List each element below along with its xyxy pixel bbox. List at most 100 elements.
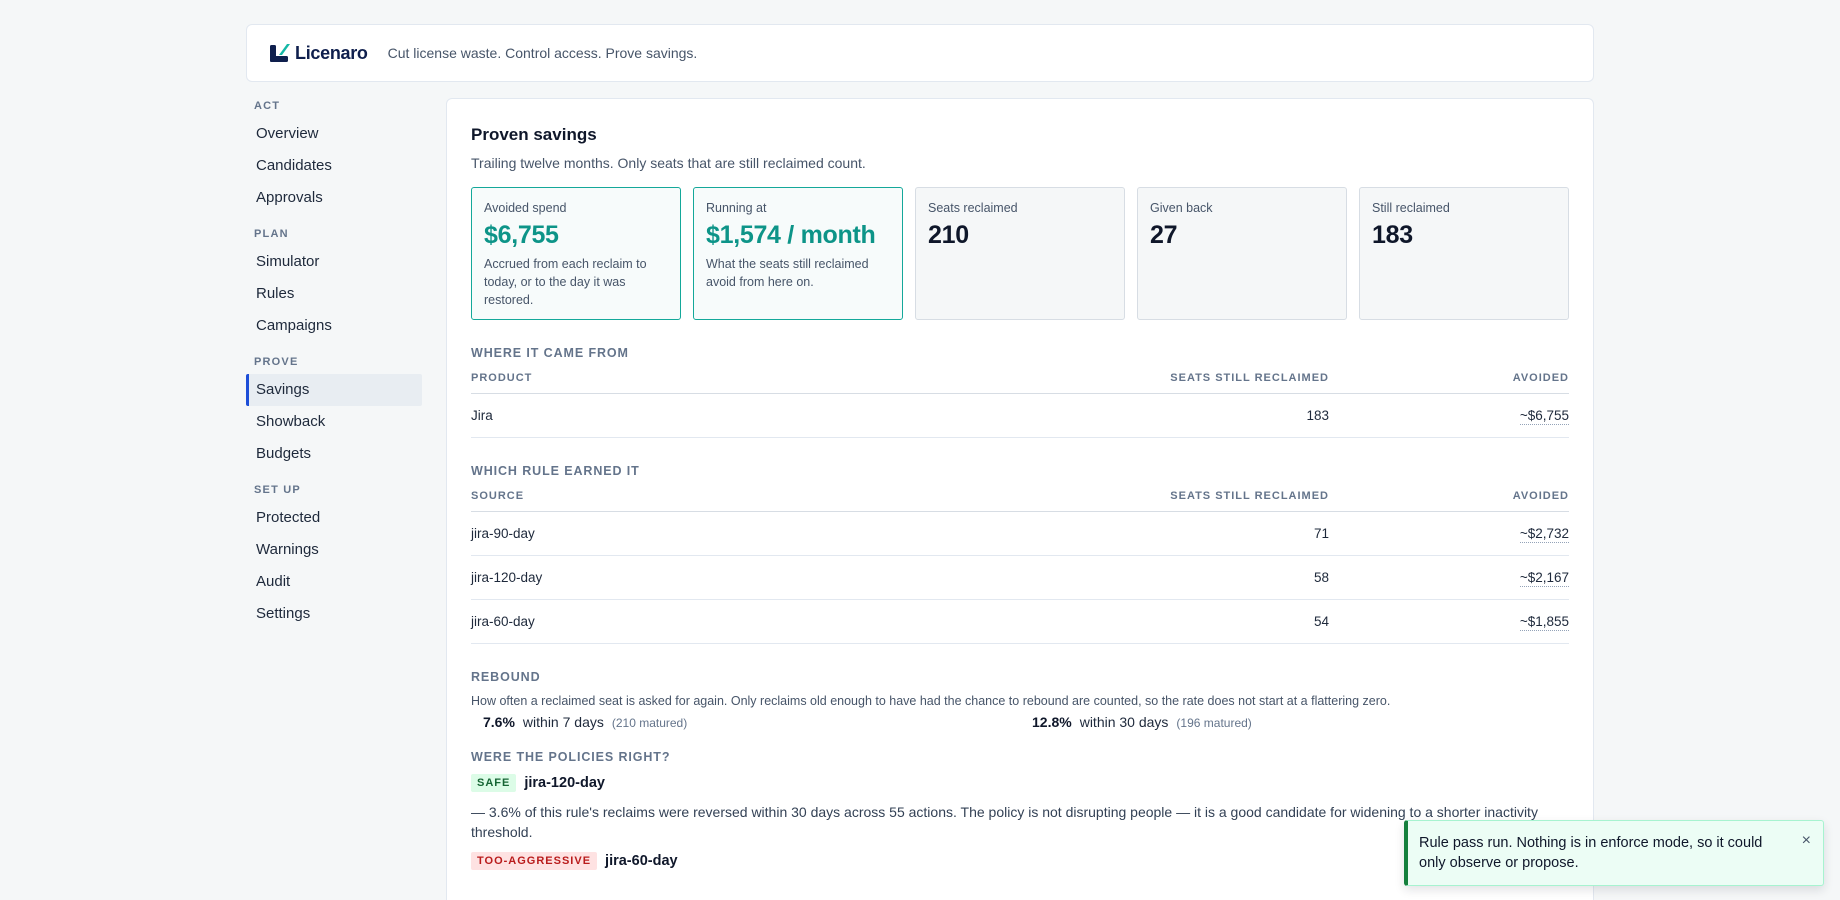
rule-name: jira-90-day: [471, 511, 1129, 556]
status-badge-too-aggressive: TOO-AGGRESSIVE: [471, 852, 598, 870]
top-bar: Licenaro Cut license waste. Control acce…: [246, 24, 1594, 82]
card-label: Still reclaimed: [1372, 201, 1450, 215]
card-label: Running at: [706, 201, 767, 215]
sidebar-item-candidates[interactable]: Candidates: [256, 157, 332, 174]
card-label: Seats reclaimed: [928, 201, 1018, 215]
rebound-window: within 7 days: [522, 714, 604, 730]
avoided-cell: ~$6,755: [1329, 393, 1569, 438]
section-title-rebound: REBOUND: [471, 670, 541, 684]
sidebar-item-simulator[interactable]: Simulator: [256, 253, 320, 270]
avoided-value[interactable]: ~$2,732: [1519, 526, 1569, 543]
page-title: Proven savings: [471, 125, 597, 144]
avoided-value[interactable]: ~$1,855: [1519, 614, 1569, 631]
nav-section-act: ACT: [254, 100, 281, 112]
column-header-avoided: AVOIDED: [1329, 372, 1569, 394]
table-header-row: PRODUCT SEATS STILL RECLAIMED AVOIDED: [471, 372, 1569, 394]
card-label: Avoided spend: [484, 201, 567, 215]
card-value: $1,574 / month: [706, 221, 876, 249]
nav-section-plan: PLAN: [254, 228, 289, 240]
rule-table: SOURCE SEATS STILL RECLAIMED AVOIDED jir…: [471, 490, 1569, 644]
column-header-product: PRODUCT: [471, 372, 1129, 394]
rebound-stat-7d: 7.6% within 7 days (210 matured): [471, 714, 1020, 730]
table-row: jira-120-day 58 ~$2,167: [471, 555, 1569, 600]
table-row: jira-90-day 71 ~$2,732: [471, 511, 1569, 556]
seats-value: 54: [1129, 599, 1329, 644]
rebound-window: within 30 days: [1079, 714, 1169, 730]
rebound-description: How often a reclaimed seat is asked for …: [471, 694, 1391, 708]
brand-name: Licenaro: [295, 42, 368, 63]
sidebar-nav: ACT Overview Candidates Approvals PLAN S…: [246, 96, 422, 630]
column-header-source: SOURCE: [471, 490, 1129, 512]
section-title-where: WHERE IT CAME FROM: [471, 346, 629, 360]
licenaro-logo-icon: [270, 44, 290, 62]
card-running-at: Running at $1,574 / month What the seats…: [693, 187, 903, 320]
avoided-value[interactable]: ~$2,167: [1519, 570, 1569, 587]
column-header-avoided: AVOIDED: [1329, 490, 1569, 512]
sidebar-item-showback[interactable]: Showback: [256, 413, 326, 430]
rule-name: jira-120-day: [471, 555, 1129, 600]
rebound-matured: (196 matured): [1176, 716, 1252, 730]
rule-name: jira-60-day: [471, 599, 1129, 644]
product-table: PRODUCT SEATS STILL RECLAIMED AVOIDED Ji…: [471, 372, 1569, 438]
rebound-stat-30d: 12.8% within 30 days (196 matured): [1020, 714, 1569, 730]
section-title-rules: WHICH RULE EARNED IT: [471, 464, 640, 478]
sidebar-item-overview[interactable]: Overview: [256, 125, 319, 142]
notification-toast: Rule pass run. Nothing is in enforce mod…: [1404, 820, 1824, 886]
table-header-row: SOURCE SEATS STILL RECLAIMED AVOIDED: [471, 490, 1569, 512]
card-label: Given back: [1150, 201, 1213, 215]
card-value: 27: [1150, 221, 1178, 249]
sidebar-item-approvals[interactable]: Approvals: [256, 189, 323, 206]
close-icon[interactable]: ×: [1801, 832, 1811, 849]
rebound-stats: 7.6% within 7 days (210 matured) 12.8% w…: [471, 714, 1569, 730]
sidebar-item-campaigns[interactable]: Campaigns: [256, 317, 332, 334]
sidebar-item-savings[interactable]: Savings: [246, 374, 422, 406]
toast-message: Rule pass run. Nothing is in enforce mod…: [1419, 835, 1763, 871]
policy-header: TOO-AGGRESSIVE jira-60-day: [471, 852, 1569, 870]
policy-name: jira-120-day: [524, 775, 605, 791]
card-value: 210: [928, 221, 969, 249]
card-value: $6,755: [484, 221, 559, 249]
column-header-seats: SEATS STILL RECLAIMED: [1129, 490, 1329, 512]
brand-tagline: Cut license waste. Control access. Prove…: [387, 45, 698, 61]
nav-section-setup: SET UP: [254, 484, 301, 496]
sidebar-item-audit[interactable]: Audit: [256, 573, 291, 590]
policy-text: — 3.6% of this rule's reclaims were reve…: [471, 804, 1538, 840]
brand-logo[interactable]: Licenaro: [269, 42, 368, 64]
summary-cards: Avoided spend $6,755 Accrued from each r…: [471, 187, 1569, 320]
savings-panel: Proven savings Trailing twelve months. O…: [446, 98, 1594, 900]
column-header-seats: SEATS STILL RECLAIMED: [1129, 372, 1329, 394]
status-badge-safe: SAFE: [471, 774, 517, 792]
table-row: Jira 183 ~$6,755: [471, 393, 1569, 438]
card-avoided-spend: Avoided spend $6,755 Accrued from each r…: [471, 187, 681, 320]
seats-value: 71: [1129, 511, 1329, 556]
nav-section-prove: PROVE: [254, 356, 299, 368]
sidebar-item-protected[interactable]: Protected: [256, 509, 321, 526]
rebound-percent: 12.8%: [1032, 714, 1072, 730]
policy-name: jira-60-day: [605, 853, 678, 869]
rebound-percent: 7.6%: [483, 714, 515, 730]
card-description: What the seats still reclaimed avoid fro…: [706, 257, 869, 289]
card-value: 183: [1372, 221, 1413, 249]
policy-item: TOO-AGGRESSIVE jira-60-day: [471, 852, 1569, 870]
card-given-back: Given back 27: [1137, 187, 1347, 320]
sidebar-item-settings[interactable]: Settings: [256, 605, 311, 622]
card-seats-reclaimed: Seats reclaimed 210: [915, 187, 1125, 320]
avoided-value[interactable]: ~$6,755: [1519, 408, 1569, 425]
sidebar-item-budgets[interactable]: Budgets: [256, 445, 312, 462]
seats-value: 183: [1129, 393, 1329, 438]
section-title-policies: WERE THE POLICIES RIGHT?: [471, 750, 671, 764]
avoided-cell: ~$2,167: [1329, 555, 1569, 600]
avoided-cell: ~$1,855: [1329, 599, 1569, 644]
sidebar-item-warnings[interactable]: Warnings: [256, 541, 319, 558]
rebound-matured: (210 matured): [611, 716, 688, 730]
sidebar-item-rules[interactable]: Rules: [256, 285, 295, 302]
policy-header: SAFE jira-120-day: [471, 774, 1569, 792]
avoided-cell: ~$2,732: [1329, 511, 1569, 556]
page-subtitle: Trailing twelve months. Only seats that …: [471, 155, 866, 171]
product-name: Jira: [471, 393, 1129, 438]
card-still-reclaimed: Still reclaimed 183: [1359, 187, 1569, 320]
card-description: Accrued from each reclaim to today, or t…: [484, 257, 647, 307]
table-row: jira-60-day 54 ~$1,855: [471, 599, 1569, 644]
policy-item: SAFE jira-120-day — 3.6% of this rule's …: [471, 774, 1569, 842]
seats-value: 58: [1129, 555, 1329, 600]
